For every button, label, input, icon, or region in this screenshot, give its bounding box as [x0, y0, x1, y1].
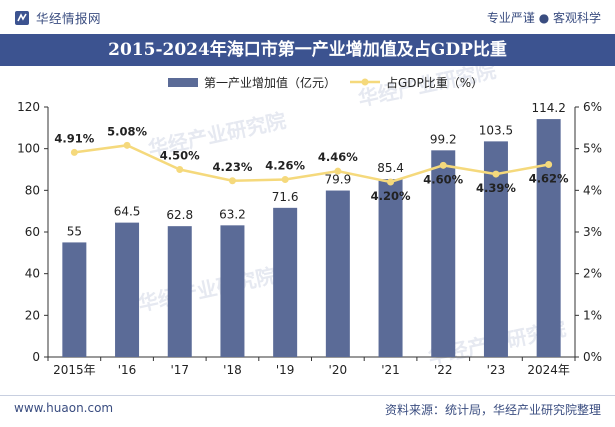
- share-point: [281, 176, 289, 183]
- bar-value-label: 64.5: [114, 205, 141, 219]
- bar-value-label: 103.5: [479, 123, 513, 137]
- y-right-tick-label: 4%: [583, 183, 602, 197]
- bar-value-label: 79.9: [324, 173, 351, 187]
- bar-value-label: 55: [67, 224, 82, 238]
- x-tick-label: '17: [170, 363, 189, 377]
- share-point: [176, 166, 184, 173]
- x-tick-label: '21: [381, 363, 400, 377]
- bar: [220, 225, 245, 357]
- share-point: [492, 170, 500, 178]
- y-left-tick-label: 40: [25, 267, 40, 281]
- x-tick-label: '23: [487, 363, 506, 377]
- share-value-label: 4.91%: [54, 131, 94, 145]
- y-left-tick-label: 120: [17, 100, 40, 114]
- y-right-tick-label: 3%: [583, 225, 602, 239]
- bar-value-label: 63.2: [219, 207, 246, 221]
- logo-text: 华经情报网: [36, 11, 102, 26]
- share-point: [228, 177, 236, 185]
- y-right-tick-label: 2%: [583, 267, 602, 281]
- x-tick-label: '20: [329, 363, 348, 377]
- share-value-label: 4.23%: [212, 160, 252, 174]
- bar: [273, 207, 298, 357]
- share-value-label: 4.50%: [160, 149, 200, 163]
- bar: [378, 179, 403, 357]
- y-right-tick-label: 5%: [583, 142, 602, 156]
- logo-icon: [15, 10, 29, 25]
- y-right-tick-label: 0%: [583, 350, 602, 364]
- logo: 华经情报网: [14, 8, 101, 27]
- bar: [536, 119, 561, 357]
- bar: [167, 226, 192, 357]
- legend-bar-swatch: [168, 78, 198, 87]
- bar-value-label: 71.6: [272, 190, 299, 204]
- share-value-label: 4.26%: [265, 159, 305, 173]
- x-tick-label: 2024年: [527, 363, 570, 377]
- bar: [115, 222, 140, 357]
- share-value-label: 4.62%: [529, 172, 569, 186]
- bar: [431, 150, 456, 357]
- footer-source: 资料来源：统计局，华经产业研究院整理: [384, 403, 601, 417]
- x-tick-label: '19: [276, 363, 295, 377]
- footer-url[interactable]: www.huaon.com: [14, 401, 114, 415]
- share-point: [334, 167, 342, 175]
- y-left-tick-label: 0: [32, 350, 40, 364]
- x-tick-label: 2015年: [53, 363, 96, 377]
- share-point: [387, 178, 395, 186]
- share-point: [123, 141, 131, 149]
- share-value-label: 4.60%: [423, 172, 463, 186]
- footer-divider: [0, 395, 615, 396]
- bar-value-label: 85.4: [377, 161, 404, 175]
- tagline: 专业严谨 ● 客观科学: [486, 11, 601, 25]
- bar-value-label: 99.2: [430, 132, 457, 146]
- y-left-tick-label: 100: [17, 142, 40, 156]
- share-value-label: 4.20%: [371, 189, 411, 203]
- bar-value-label: 114.2: [531, 101, 565, 115]
- chart-title: 2015-2024年海口市第一产业增加值及占GDP比重: [0, 34, 615, 66]
- x-tick-label: '18: [223, 363, 242, 377]
- bar: [325, 190, 350, 357]
- watermark-text: 华经产业研究院: [136, 263, 278, 316]
- x-tick-label: '22: [434, 363, 453, 377]
- y-left-tick-label: 20: [25, 308, 40, 322]
- bar: [62, 242, 87, 357]
- header-bar: 华经情报网 专业严谨 ● 客观科学: [0, 0, 615, 34]
- share-point: [70, 148, 78, 156]
- share-line: [74, 144, 549, 184]
- chart: 华经产业研究院华经产业研究院华经产业研究院华经产业研究院 第一产业增加值（亿元）…: [17, 66, 602, 377]
- bar-value-label: 62.8: [166, 208, 193, 222]
- share-value-label: 5.08%: [107, 124, 147, 138]
- legend-line-marker: [361, 78, 369, 86]
- y-right-tick-label: 1%: [583, 308, 602, 322]
- legend-bar-label: 第一产业增加值（亿元）: [204, 75, 336, 90]
- share-point: [439, 161, 447, 169]
- share-value-label: 4.39%: [476, 181, 516, 195]
- y-left-tick-label: 80: [25, 183, 40, 197]
- y-right-tick-label: 6%: [583, 100, 602, 114]
- legend-line-label: 占GDP比重（%）: [386, 75, 483, 90]
- share-value-label: 4.46%: [318, 150, 358, 164]
- share-point: [545, 161, 553, 168]
- x-tick-label: '16: [118, 363, 137, 377]
- y-left-tick-label: 60: [25, 225, 40, 239]
